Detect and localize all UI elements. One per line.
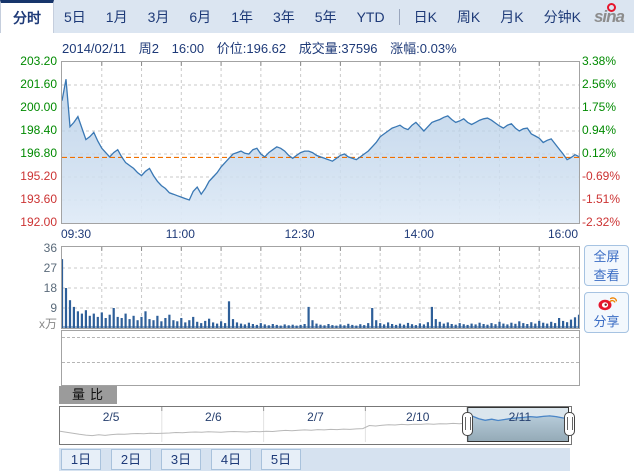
tab-daily-k[interactable]: 日K bbox=[413, 8, 437, 25]
navigator-svg bbox=[59, 407, 570, 442]
quote-info-bar: 2014/02/11 周2 16:00 价位:196.62 成交量:37596 … bbox=[62, 38, 466, 57]
price-axis-label: 200.00 bbox=[20, 100, 57, 114]
volume-unit-label: x万 bbox=[38, 317, 57, 331]
tab-6month[interactable]: 6月 bbox=[189, 8, 212, 25]
price-axis-label: 193.60 bbox=[20, 192, 57, 206]
percent-axis-label: 0.94% bbox=[582, 123, 617, 137]
price-axis-label: 196.80 bbox=[20, 146, 57, 160]
period-tabs: 分时 5日 1月 3月 6月 1年 3年 5年 YTD bbox=[0, 0, 395, 33]
percent-axis-label: 2.56% bbox=[582, 77, 617, 91]
weibo-share-button[interactable]: 分享 bbox=[584, 292, 629, 333]
share-label: 分享 bbox=[593, 314, 620, 329]
tab-3month[interactable]: 3月 bbox=[147, 8, 170, 25]
quote-price: 价位:196.62 bbox=[216, 41, 287, 56]
quote-volume: 成交量:37596 bbox=[298, 41, 378, 56]
day-range-bar: 1日 2日 3日 4日 5日 bbox=[59, 448, 570, 471]
tab-ytd[interactable]: YTD bbox=[356, 8, 385, 25]
date-range-navigator[interactable]: 2/5 2/6 2/7 2/10 2/11 bbox=[59, 406, 572, 445]
navigator-right-handle[interactable] bbox=[564, 412, 575, 436]
percent-axis-label: -1.51% bbox=[582, 192, 621, 206]
day-button-5[interactable]: 5日 bbox=[261, 449, 301, 470]
price-axis-label: 198.40 bbox=[20, 123, 57, 137]
volume-chart-svg bbox=[60, 247, 581, 328]
indicator-panel bbox=[61, 330, 580, 386]
sina-logo-text: sina bbox=[593, 6, 625, 26]
percent-axis-label: 3.38% bbox=[582, 54, 617, 68]
navigator-date-label: 2/11 bbox=[508, 410, 532, 424]
navigator-left-handle[interactable] bbox=[461, 412, 473, 436]
day-button-4[interactable]: 4日 bbox=[211, 449, 251, 470]
volume-axis-label: 36 bbox=[43, 241, 57, 255]
price-axis-label: 203.20 bbox=[20, 54, 57, 68]
navigator-date-label: 2/10 bbox=[406, 410, 430, 424]
sina-logo[interactable]: sina bbox=[593, 2, 625, 27]
day-button-3[interactable]: 3日 bbox=[161, 449, 201, 470]
toolbar: 分时 5日 1月 3月 6月 1年 3年 5年 YTD 日K 周K 月K 分钟K sina bbox=[0, 0, 634, 33]
navigator-date-label: 2/7 bbox=[307, 410, 324, 424]
time-axis-label: 11:00 bbox=[165, 227, 195, 241]
day-button-2[interactable]: 2日 bbox=[111, 449, 151, 470]
tab-weekly-k[interactable]: 周K bbox=[456, 8, 481, 25]
volume-ratio-tab[interactable]: 量比 bbox=[59, 386, 117, 404]
time-axis-label: 16:00 bbox=[547, 227, 578, 241]
tab-5day[interactable]: 5日 bbox=[64, 8, 86, 25]
navigator-date-label: 2/5 bbox=[102, 410, 120, 424]
time-axis-label: 09:30 bbox=[61, 227, 92, 241]
price-axis-label: 192.00 bbox=[20, 215, 57, 229]
tab-1year[interactable]: 1年 bbox=[231, 8, 253, 25]
tab-1month[interactable]: 1月 bbox=[105, 8, 128, 25]
percent-axis-label: -0.69% bbox=[582, 169, 621, 183]
fullscreen-label-line1: 全屏 bbox=[593, 249, 620, 264]
price-chart-svg bbox=[61, 62, 580, 223]
kline-tabs: 日K 周K 月K 分钟K bbox=[404, 0, 591, 33]
tab-monthly-k[interactable]: 月K bbox=[500, 8, 524, 25]
tab-5year[interactable]: 5年 bbox=[314, 8, 337, 25]
quote-time: 16:00 bbox=[171, 41, 205, 56]
indicator-gridline bbox=[62, 337, 579, 338]
volume-axis-label: 18 bbox=[43, 281, 57, 295]
indicator-gridline bbox=[62, 362, 579, 363]
day-button-1[interactable]: 1日 bbox=[61, 449, 101, 470]
tab-minute[interactable]: 分时 bbox=[0, 0, 54, 33]
percent-axis-label: 1.75% bbox=[582, 100, 617, 114]
percent-axis-label: -2.32% bbox=[582, 215, 621, 229]
tab-minute-k[interactable]: 分钟K bbox=[543, 8, 581, 25]
volume-axis-label: 9 bbox=[50, 301, 57, 315]
time-axis-label: 14:00 bbox=[403, 227, 434, 241]
navigator-date-label: 2/6 bbox=[204, 410, 222, 424]
quote-date: 2014/02/11 bbox=[62, 41, 127, 56]
toolbar-divider bbox=[398, 8, 400, 25]
fullscreen-label-line2: 查看 bbox=[593, 268, 620, 283]
percent-axis-label: 0.12% bbox=[582, 146, 617, 160]
time-axis-label: 12:30 bbox=[284, 227, 315, 241]
sina-eye-icon bbox=[606, 2, 616, 12]
price-axis-label: 195.20 bbox=[20, 169, 57, 183]
price-chart[interactable] bbox=[61, 61, 580, 224]
volume-chart[interactable] bbox=[60, 246, 581, 329]
weibo-icon bbox=[598, 297, 617, 311]
tab-3year[interactable]: 3年 bbox=[272, 8, 295, 25]
quote-weekday: 周2 bbox=[138, 41, 159, 56]
volume-axis-label: 27 bbox=[43, 261, 57, 275]
price-axis-label: 201.60 bbox=[20, 77, 57, 91]
quote-change: 涨幅:0.03% bbox=[390, 41, 457, 56]
fullscreen-button[interactable]: 全屏 查看 bbox=[584, 245, 629, 286]
